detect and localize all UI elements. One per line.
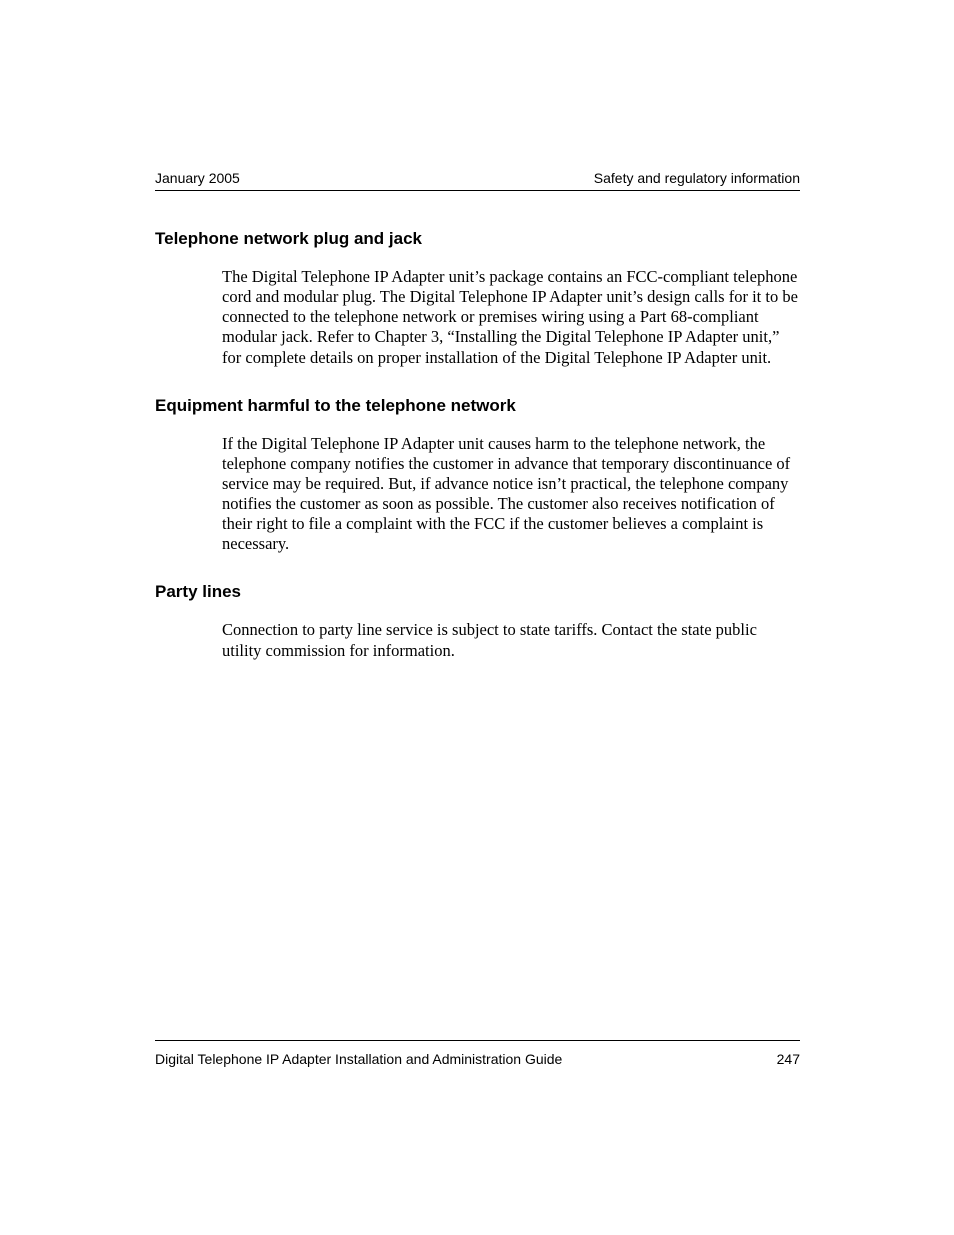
running-footer: Digital Telephone IP Adapter Installatio…: [155, 1040, 800, 1067]
header-left-date: January 2005: [155, 170, 240, 186]
section-body: The Digital Telephone IP Adapter unit’s …: [222, 267, 800, 368]
section-body: If the Digital Telephone IP Adapter unit…: [222, 434, 800, 555]
section-body: Connection to party line service is subj…: [222, 620, 800, 660]
section-heading-telephone-network-plug-and-jack: Telephone network plug and jack: [155, 229, 800, 249]
footer-doc-title: Digital Telephone IP Adapter Installatio…: [155, 1051, 562, 1067]
header-right-section: Safety and regulatory information: [594, 170, 800, 186]
section-heading-party-lines: Party lines: [155, 582, 800, 602]
running-header: January 2005 Safety and regulatory infor…: [155, 170, 800, 191]
page-content: January 2005 Safety and regulatory infor…: [155, 170, 800, 689]
footer-page-number: 247: [777, 1051, 800, 1067]
section-heading-equipment-harmful: Equipment harmful to the telephone netwo…: [155, 396, 800, 416]
